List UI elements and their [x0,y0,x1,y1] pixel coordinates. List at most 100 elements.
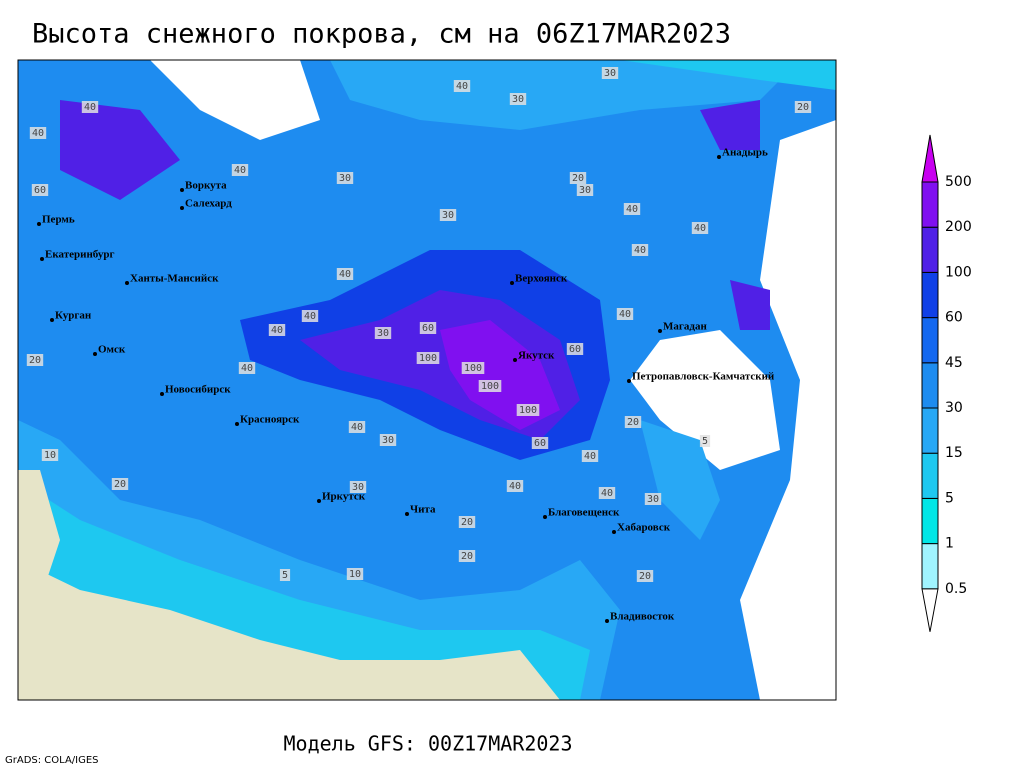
city-dot [50,318,54,322]
label-box [601,67,619,79]
contour-label: 10 [44,450,56,461]
legend-swatch [921,452,939,499]
contour-label: 20 [461,551,473,562]
label-box [26,354,44,366]
contour-label: 30 [339,173,351,184]
label-box [231,164,249,176]
label-box [268,324,286,336]
contour-label: 30 [512,94,524,105]
label-box [598,487,616,499]
city-name: Красноярск [240,414,300,426]
legend-label: 60 [945,310,963,326]
contour-label: 30 [377,328,389,339]
city-name: Курган [55,310,92,322]
contour-label: 60 [34,185,46,196]
contour-label: 40 [601,488,613,499]
label-box [41,449,59,461]
label-box [348,421,366,433]
legend-swatch [921,543,939,590]
legend-arrow [921,134,939,183]
legend-swatch [921,362,939,409]
label-box [636,570,654,582]
legend-arrow [921,588,939,632]
label-box [794,101,812,113]
label-box [419,322,437,334]
label-box [691,222,709,234]
legend-label: 1 [945,536,954,552]
label-box [506,480,524,492]
city-dot [180,206,184,210]
contour-label: 20 [114,479,126,490]
city-dot [93,352,97,356]
city-name: Екатеринбург [45,249,115,261]
label-box [531,437,549,449]
contour-label: 30 [442,210,454,221]
title: Высота снежного покрова, см на 06Z17MAR2… [32,19,731,50]
city-name: Воркута [185,180,227,192]
contour-label: 20 [572,173,584,184]
label-box [458,550,476,562]
label-box [566,343,584,355]
contour-label: 5 [702,436,708,447]
contour-label: 30 [604,68,616,79]
city-name: Омск [98,344,126,356]
label-box [346,568,364,580]
legend-swatch [921,226,939,273]
city-name: Благовещенск [548,507,620,519]
city-name: Новосибирск [165,384,231,396]
city-dot [513,358,517,362]
contour-label: 40 [84,102,96,113]
contour-label: 30 [647,494,659,505]
city-dot [235,422,239,426]
label-box [439,209,457,221]
label-box [699,435,711,447]
city-name: Владивосток [610,611,675,623]
contour-label: 40 [234,165,246,176]
label-box [461,362,485,374]
city-name: Иркутск [322,491,366,503]
contour-label: 5 [282,570,288,581]
cities: Воркута Салехард Пермь Екатеринбург Ханты-Ма… [37,147,775,623]
city-dot [605,619,609,623]
label-box [624,416,642,428]
city-dot [510,281,514,285]
legend-label: 45 [945,355,963,371]
city-name: Хабаровск [617,522,671,534]
label-box [301,310,319,322]
label-box [581,450,599,462]
city-dot [317,499,321,503]
label-box [349,481,367,493]
legend-swatch [921,497,939,545]
contour-label: 100 [419,353,437,364]
label-box [478,380,502,392]
contour-label: 40 [241,363,253,374]
contour-label: 100 [464,363,482,374]
city-dot [405,512,409,516]
contour-label: 40 [634,245,646,256]
contour-label: 40 [626,204,638,215]
label-box [631,244,649,256]
contour-label: 60 [569,344,581,355]
label-box [516,404,540,416]
label-box [81,101,99,113]
city-name: Магадан [663,321,707,333]
contour-label: 30 [352,482,364,493]
label-box [31,184,49,196]
label-box [416,352,440,364]
city-dot [717,155,721,159]
contour-label: 100 [519,405,537,416]
contour-label: 20 [29,355,41,366]
credit: GrADS: COLA/IGES [5,755,99,766]
legend-label: 15 [945,445,963,461]
contour-label: 40 [339,269,351,280]
city-dot [627,379,631,383]
city-dot [658,329,662,333]
city-dot [125,281,129,285]
contour-label: 60 [422,323,434,334]
label-box [279,569,291,581]
label-box [644,493,662,505]
legend-swatch [921,407,939,454]
